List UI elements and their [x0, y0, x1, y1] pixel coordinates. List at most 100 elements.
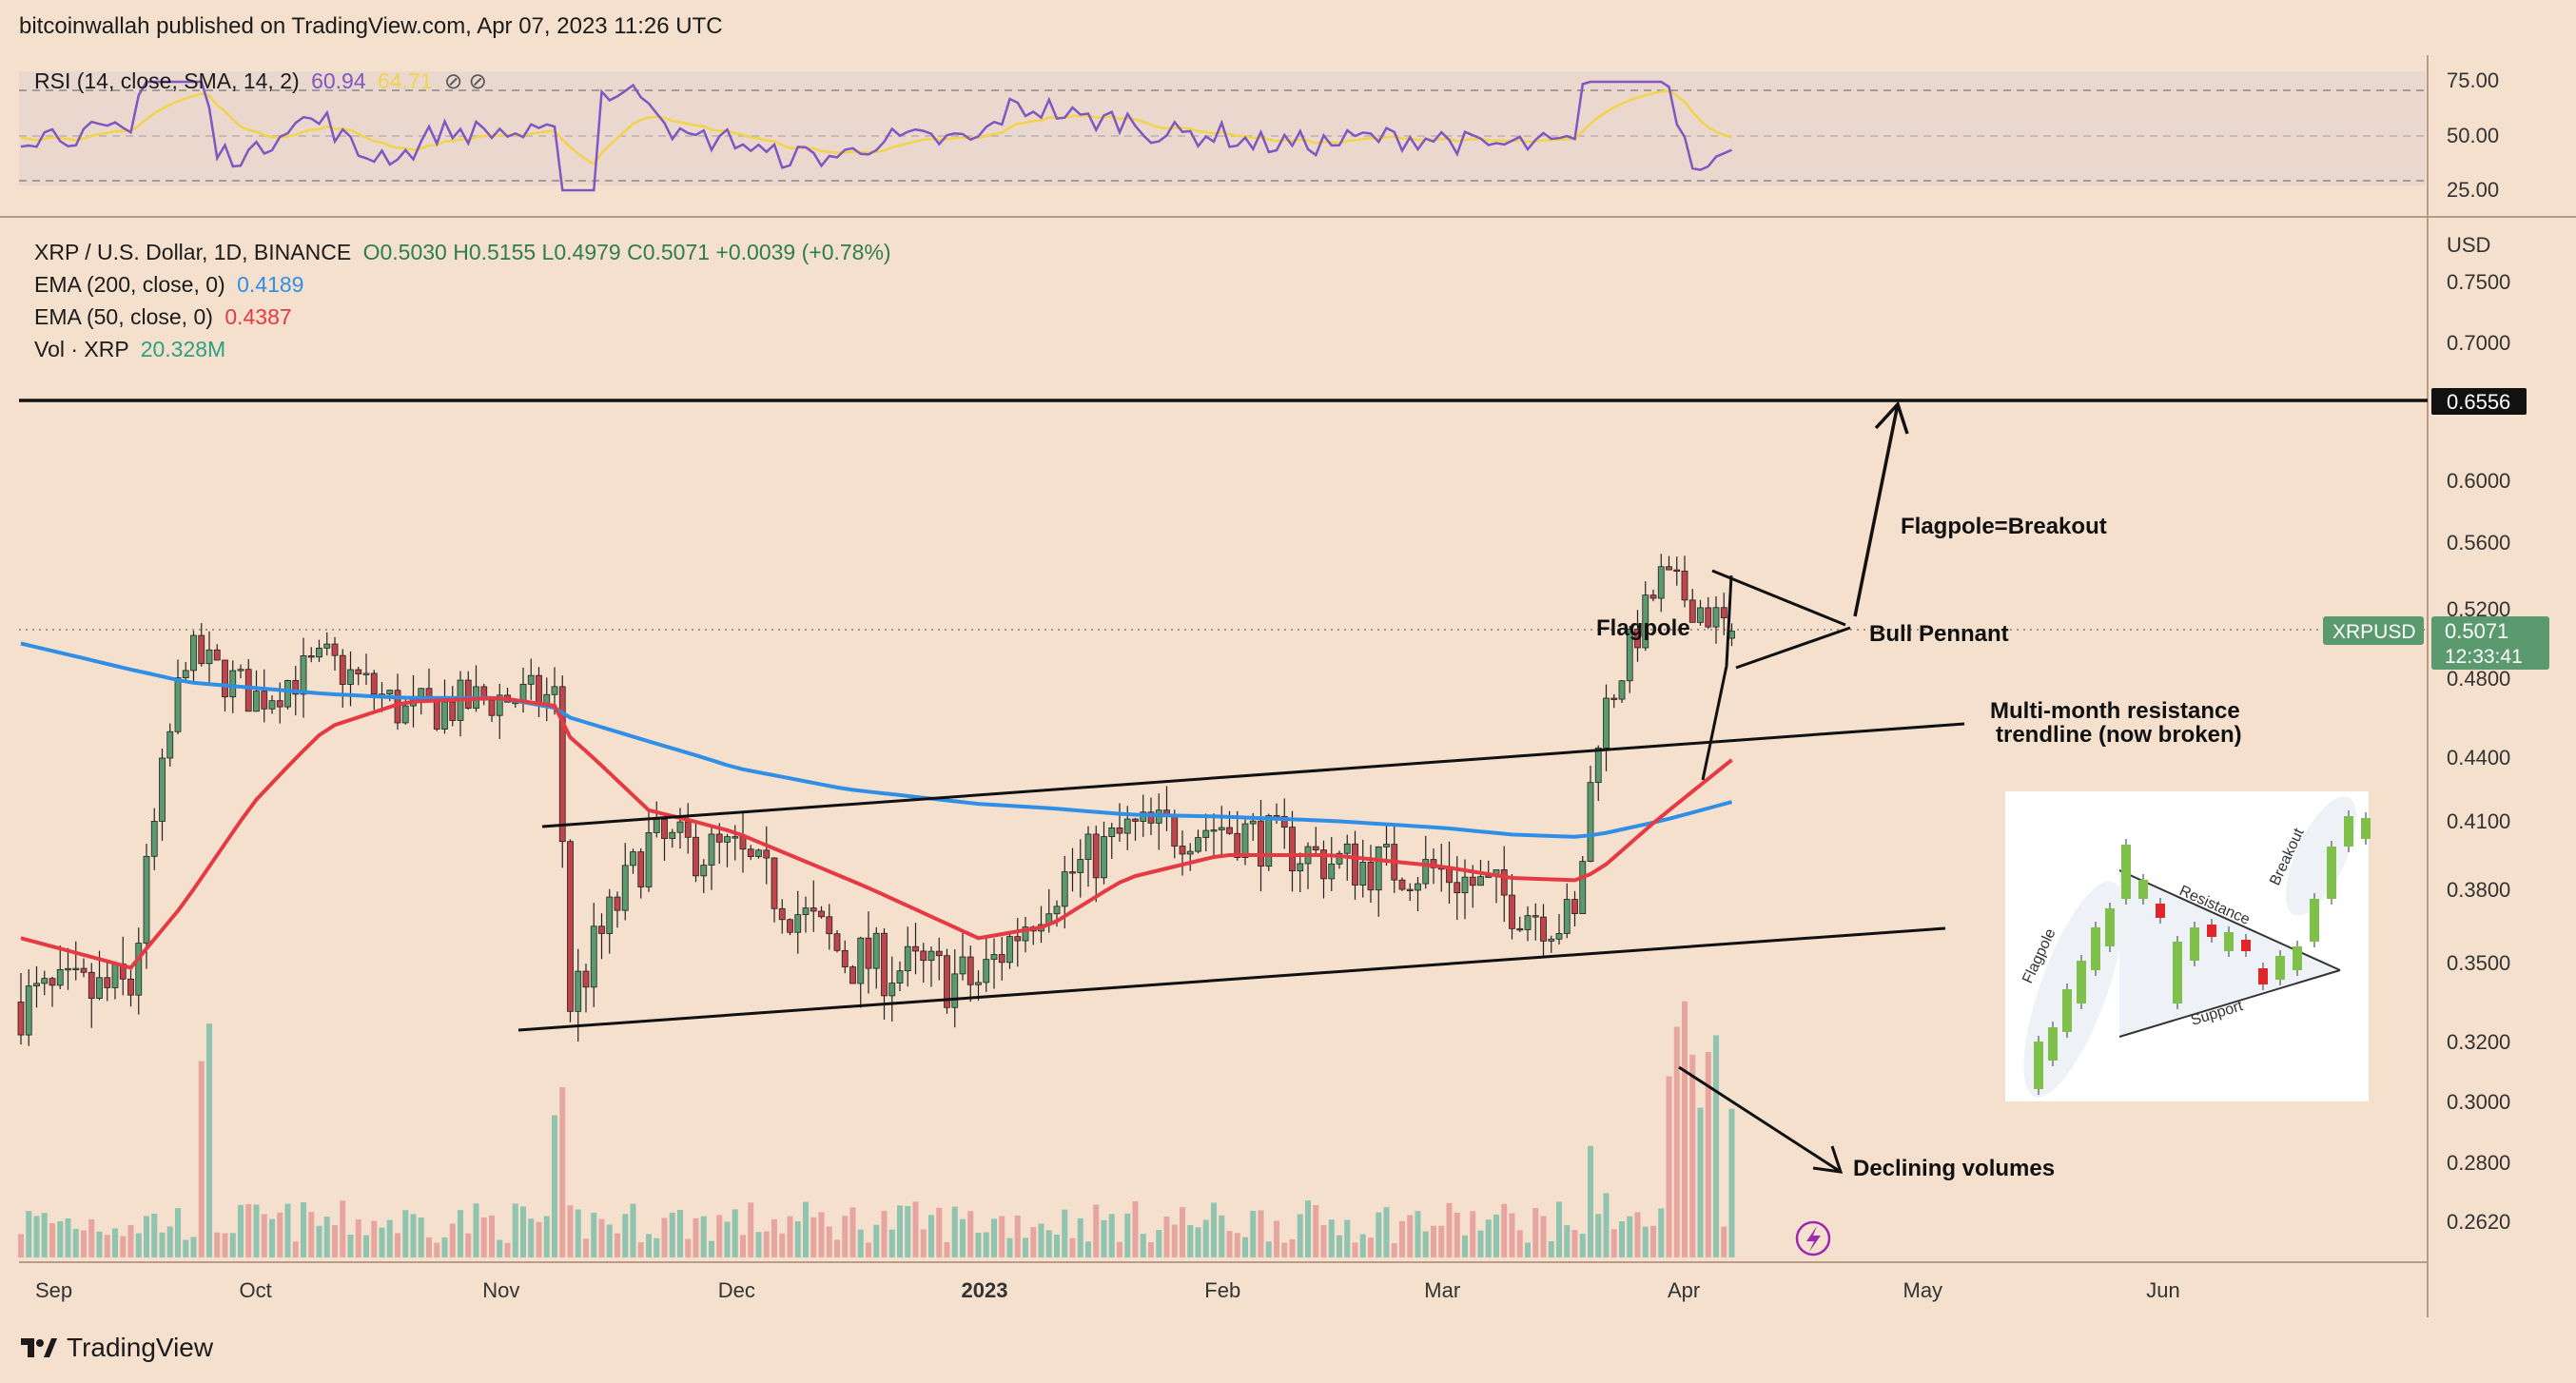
candle — [684, 803, 692, 854]
volume-bar — [1564, 1225, 1571, 1257]
volume-bar — [269, 1218, 275, 1257]
rsi-axis[interactable]: 75.00 50.00 25.00 — [2447, 68, 2499, 202]
price-chart[interactable]: Flagpole=Breakout Flagpole Bull Pennant … — [0, 55, 2576, 1317]
price-axis[interactable]: USD0.75000.70000.60000.56000.52000.48000… — [2447, 233, 2510, 1234]
candle — [1681, 555, 1688, 608]
volume-bar — [1117, 1241, 1122, 1257]
ema200-line[interactable] — [20, 641, 1733, 839]
candle — [17, 972, 25, 1045]
support-trendline[interactable] — [517, 926, 1946, 1032]
volume-bar — [1454, 1212, 1460, 1257]
candle — [1642, 581, 1649, 652]
volume-bar — [1438, 1225, 1445, 1257]
candle — [810, 880, 817, 932]
candle — [896, 961, 904, 991]
indicator-lines — [20, 80, 1733, 970]
candle — [1524, 906, 1532, 942]
candle — [1186, 843, 1194, 871]
inset-candle — [2293, 941, 2302, 976]
rsi-sma-value: 64.71 — [378, 68, 433, 93]
volume-bar — [214, 1232, 221, 1257]
inset-candle — [2344, 810, 2353, 852]
candle — [1415, 877, 1421, 911]
candle — [159, 749, 166, 841]
volume-bar — [897, 1205, 903, 1257]
candle — [80, 958, 88, 978]
volume-bar — [1485, 1219, 1492, 1257]
volume-bar — [402, 1210, 409, 1257]
price-legend[interactable]: XRP / U.S. Dollar, 1D, BINANCE O0.5030 H… — [34, 236, 891, 365]
volume-row[interactable]: Vol · XRP 20.328M — [34, 333, 891, 365]
volume-bar — [960, 1218, 966, 1257]
volume-bar — [1721, 1226, 1727, 1257]
candle — [1116, 803, 1123, 842]
candle — [1328, 836, 1336, 891]
candle — [1618, 679, 1626, 703]
price-tick: 0.3200 — [2447, 1030, 2510, 1054]
candle — [1132, 817, 1139, 841]
price-tick: 0.7000 — [2447, 331, 2510, 355]
candle — [841, 940, 849, 974]
volume-bar — [1305, 1200, 1311, 1257]
volume-bar — [308, 1212, 315, 1257]
candle — [1006, 931, 1013, 969]
volume-bar — [740, 1235, 746, 1257]
volume-bar — [1202, 1219, 1209, 1257]
ema50-line[interactable] — [20, 696, 1733, 970]
volume-bar — [1344, 1219, 1351, 1257]
volume-arrow[interactable] — [1678, 1065, 1842, 1174]
candle — [56, 945, 64, 989]
ohlc-values: O0.5030 H0.5155 L0.4979 C0.5071 +0.0039 … — [362, 240, 891, 264]
hide-eye-icon[interactable]: ⊘ ⊘ — [443, 68, 487, 93]
inset-candle — [2062, 984, 2072, 1038]
candle — [174, 659, 182, 735]
volume-bar — [1627, 1216, 1633, 1257]
pennant-upper[interactable] — [1711, 569, 1846, 627]
candle — [441, 679, 448, 734]
rsi-legend[interactable]: RSI (14, close, SMA, 14, 2) 60.94 64.71 … — [34, 68, 487, 94]
time-axis[interactable]: Sep Oct Nov Dec 2023 Feb Mar Apr May Jun — [35, 1278, 2180, 1302]
tradingview-logo[interactable]: TradingView — [19, 1333, 213, 1363]
candle — [25, 968, 32, 1046]
candle — [488, 698, 496, 723]
volume-bar — [144, 1216, 149, 1257]
candle — [927, 946, 935, 987]
rsi-line[interactable] — [20, 80, 1733, 192]
volume-bar — [1588, 1145, 1593, 1257]
candle — [1210, 813, 1218, 855]
candle — [49, 976, 56, 1007]
inset-candle — [2173, 936, 2182, 1009]
volume-bar — [716, 1215, 723, 1257]
breakout-arrow[interactable] — [1853, 403, 1900, 617]
candle — [300, 637, 307, 718]
candle — [65, 947, 71, 990]
volume-bar — [183, 1239, 189, 1257]
flagpole-line[interactable] — [1701, 575, 1733, 781]
candle — [1092, 826, 1100, 903]
candle — [1697, 599, 1704, 626]
candle — [747, 845, 754, 861]
volume-bar — [1477, 1230, 1484, 1257]
pennant-lower[interactable] — [1735, 626, 1851, 670]
volume-bar — [386, 1219, 393, 1257]
price-tick: 0.3800 — [2447, 878, 2510, 902]
volume-bar — [1359, 1234, 1366, 1257]
volume-bar — [928, 1215, 934, 1257]
resistance-trendline[interactable] — [541, 722, 1965, 828]
volume-bar — [473, 1203, 479, 1257]
candle — [857, 936, 865, 1008]
candle — [1454, 856, 1461, 921]
price-tick: 0.4800 — [2447, 667, 2510, 691]
ema200-row[interactable]: EMA (200, close, 0) 0.4189 — [34, 268, 891, 301]
volume-bar — [26, 1211, 32, 1257]
volume-bar — [1642, 1226, 1649, 1257]
time-tick: Apr — [1668, 1278, 1700, 1302]
candle — [818, 906, 825, 919]
volume-bar — [763, 1231, 770, 1257]
volume-bar — [1697, 1107, 1704, 1257]
volume-bar — [512, 1203, 518, 1257]
alert-icon[interactable] — [1795, 1220, 1831, 1256]
volume-bar — [881, 1211, 888, 1257]
candle — [88, 963, 95, 1028]
ema50-row[interactable]: EMA (50, close, 0) 0.4387 — [34, 301, 891, 333]
